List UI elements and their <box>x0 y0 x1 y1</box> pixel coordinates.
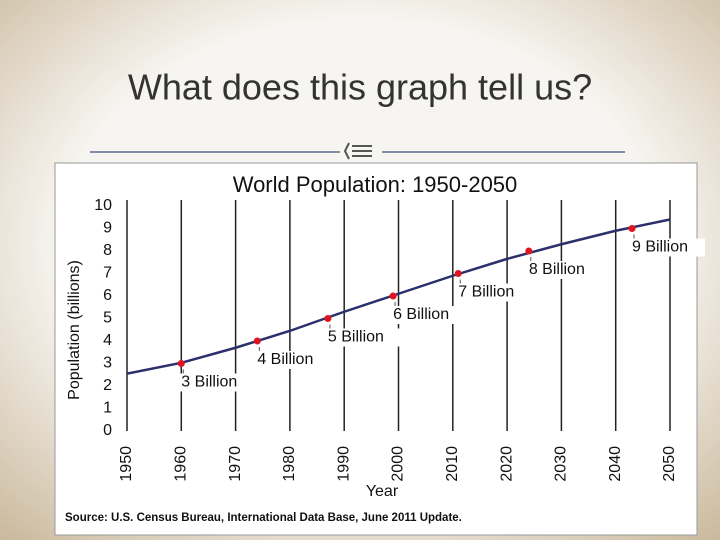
divider-icon <box>343 142 372 160</box>
x-tick-label: 1960 <box>173 446 190 482</box>
annotation-bg <box>628 238 705 257</box>
annotation-label: 6 Billion <box>393 306 449 323</box>
chart-frame <box>54 162 698 536</box>
y-tick-label: 7 <box>103 265 112 282</box>
x-tick-label: 1970 <box>227 446 244 482</box>
y-tick-label: 10 <box>94 197 112 214</box>
y-tick-label: 6 <box>103 287 112 304</box>
y-tick-label: 2 <box>103 377 112 394</box>
annotation-label: 3 Billion <box>181 374 237 391</box>
annotation-label: 4 Billion <box>257 351 313 368</box>
slide-title: What does this graph tell us? <box>128 67 592 108</box>
annotation-bg <box>178 373 255 392</box>
x-tick-label: 2020 <box>498 446 515 482</box>
x-axis-label: Year <box>366 483 399 500</box>
marker <box>389 292 397 300</box>
y-tick-label: 1 <box>103 400 112 417</box>
y-axis-label: Population (billions) <box>66 260 83 400</box>
annotation-bg <box>324 328 401 347</box>
marker <box>628 225 636 232</box>
data-line <box>126 218 671 375</box>
y-tick-label: 0 <box>103 422 112 439</box>
x-tick-label: 2030 <box>553 446 570 482</box>
annotation-label: 5 Billion <box>328 329 384 346</box>
x-tick-label: 2000 <box>390 446 407 482</box>
source-note: Source: U.S. Census Bureau, Internationa… <box>65 512 462 524</box>
x-tick-label: 1950 <box>118 446 135 482</box>
marker <box>454 270 462 277</box>
x-tick-label: 2050 <box>661 446 678 482</box>
marker <box>324 315 332 322</box>
annotation-bg <box>525 261 602 279</box>
y-tick-label: 3 <box>103 355 112 372</box>
annotation-label: 9 Billion <box>632 239 688 256</box>
chart-title: World Population: 1950-2050 <box>233 172 518 197</box>
y-tick-label: 8 <box>103 242 112 259</box>
annotation-label: 8 Billion <box>529 261 585 278</box>
annotation-label: 7 Billion <box>458 284 514 301</box>
annotation-bg <box>390 306 467 324</box>
y-tick-label: 5 <box>103 310 112 327</box>
x-tick-label: 1990 <box>335 446 352 482</box>
x-tick-label: 1980 <box>281 446 298 482</box>
annotation-bg <box>455 283 532 302</box>
marker <box>253 337 261 345</box>
annotation-bg <box>254 351 331 369</box>
y-tick-label: 9 <box>103 220 112 237</box>
marker <box>525 247 533 255</box>
x-tick-label: 2010 <box>444 446 461 482</box>
marker <box>177 360 185 367</box>
x-tick-label: 2040 <box>607 446 624 482</box>
y-tick-label: 4 <box>103 332 112 349</box>
